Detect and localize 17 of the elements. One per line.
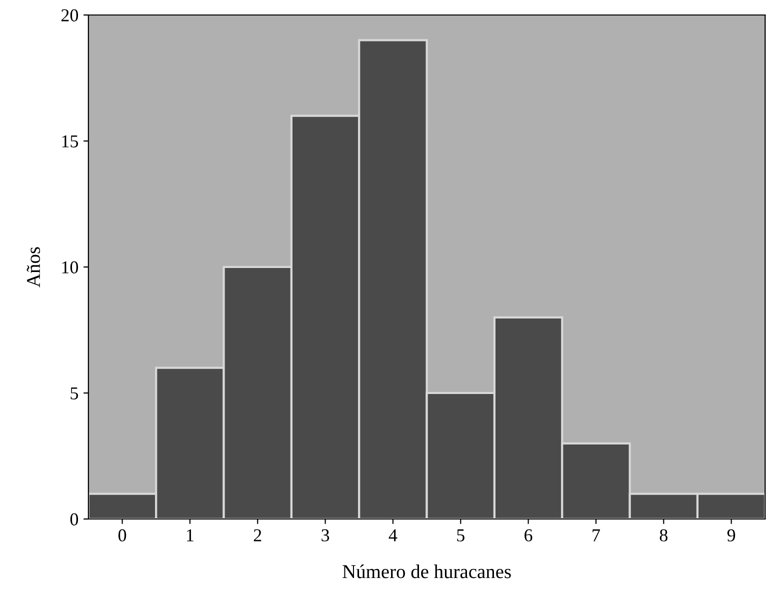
x-tick-label: 8	[660, 529, 668, 542]
x-tick-label: 0	[118, 529, 126, 542]
x-tick-label: 7	[592, 529, 600, 542]
y-tick-label: 5	[70, 387, 78, 400]
x-tick-label: 6	[524, 529, 532, 542]
x-tick-label: 1	[187, 529, 194, 542]
y-tick-label: 20	[61, 9, 78, 22]
y-tick-label: 15	[62, 135, 78, 148]
y-axis-title: Años	[26, 247, 40, 288]
x-tick-label: 5	[457, 529, 464, 542]
x-tick-label: 9	[727, 529, 736, 542]
x-tick-label: 4	[388, 529, 398, 542]
y-tick-label: 0	[70, 513, 78, 526]
y-tick-label: 10	[62, 261, 78, 274]
x-axis-title: Número de huracanes	[342, 564, 511, 578]
x-tick-label: 3	[322, 529, 330, 542]
x-tick-label: 2	[254, 529, 262, 542]
